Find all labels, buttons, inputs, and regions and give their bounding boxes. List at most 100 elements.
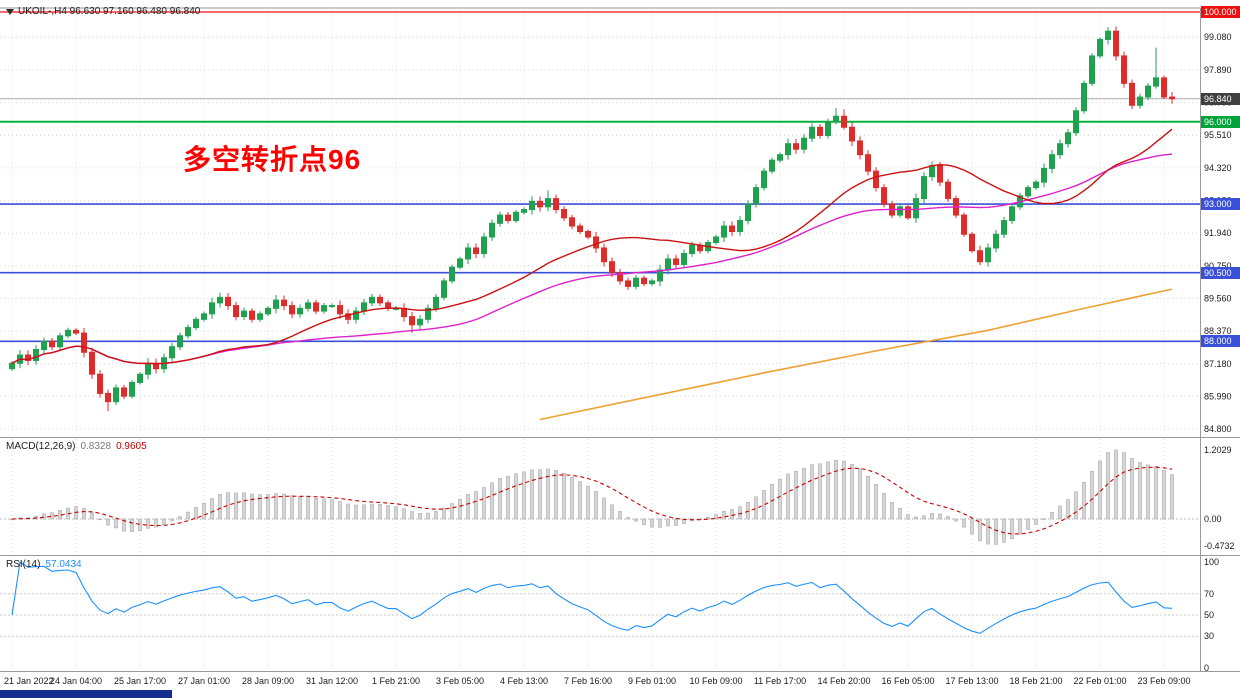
candle-body (665, 258, 671, 271)
candle-body (361, 302, 367, 312)
macd-histogram-bar (1138, 462, 1142, 520)
candle-body (521, 209, 527, 213)
candle-body (41, 340, 47, 351)
candle-body (865, 154, 871, 172)
macd-histogram-bar (242, 492, 246, 520)
macd-panel (0, 449, 1200, 545)
macd-histogram-bar (146, 518, 150, 529)
candle-body (417, 318, 423, 326)
macd-histogram-bar (362, 504, 366, 520)
macd-histogram-bar (810, 464, 814, 520)
candle-body (1113, 30, 1119, 57)
ma-fast-line (11, 128, 1173, 365)
candle-body (265, 307, 271, 315)
price-axis-label: 91.940 (1204, 228, 1232, 238)
macd-histogram-bar (578, 481, 582, 520)
candle-body (1137, 96, 1143, 106)
macd-histogram-bar (514, 473, 518, 520)
candle-body (873, 170, 879, 189)
x-axis-label: 21 Jan 2022 (4, 676, 54, 686)
candle-body (769, 159, 775, 172)
candle-body (641, 277, 647, 285)
macd-histogram-bar (890, 501, 894, 520)
candle-body (425, 307, 431, 320)
candle-body (473, 247, 479, 254)
candle-body (657, 269, 663, 282)
macd-histogram-bar (834, 459, 838, 520)
ma-long-line (539, 288, 1173, 421)
macd-histogram-bar (122, 518, 126, 532)
price-axis-label: 95.510 (1204, 130, 1232, 140)
price-badge-96.840: 96.840 (1201, 92, 1240, 105)
candle-body (137, 373, 143, 383)
price-axis-label: 85.990 (1204, 391, 1232, 401)
candle-body (345, 313, 351, 320)
candle-body (585, 231, 591, 238)
candle-body (105, 392, 111, 403)
macd-histogram-bar (1074, 491, 1078, 520)
candle-body (849, 126, 855, 142)
candle-body (377, 296, 383, 304)
macd-histogram-bar (154, 518, 158, 528)
macd-indicator-label: MACD(12,26,9) 0.8328 0.9605 (6, 441, 147, 452)
macd-histogram-bar (882, 493, 886, 520)
candle-body (25, 354, 31, 361)
candle-body (1073, 110, 1079, 134)
separators (0, 7, 1240, 672)
bottom-bar-fragment (0, 690, 172, 698)
candle-body (129, 381, 135, 397)
macd-histogram-bar (778, 478, 782, 520)
macd-histogram-bar (290, 495, 294, 520)
x-axis-label: 4 Feb 13:00 (499, 676, 549, 686)
candle-body (249, 310, 255, 320)
macd-histogram-bar (722, 511, 726, 520)
candle-body (465, 247, 471, 260)
candle-body (913, 198, 919, 219)
candle-body (713, 236, 719, 243)
candle-body (177, 335, 183, 348)
macd-histogram-bar (234, 492, 238, 520)
macd-histogram-bar (266, 494, 270, 520)
x-axis-label: 27 Jan 01:00 (177, 676, 231, 686)
candle-body (1025, 187, 1031, 197)
candle-body (937, 165, 943, 183)
macd-histogram-bar (842, 460, 846, 520)
price-badge-96.000: 96.000 (1201, 115, 1240, 128)
candle-body (729, 225, 735, 233)
macd-histogram-bar (194, 507, 198, 520)
candle-body (329, 305, 335, 308)
candle-body (1089, 55, 1095, 84)
macd-histogram-bar (466, 494, 470, 520)
candle-body (801, 137, 807, 150)
macd-histogram-bar (818, 463, 822, 520)
macd-histogram-bar (474, 491, 478, 520)
macd-histogram-bar (858, 469, 862, 520)
macd-histogram-bar (178, 516, 182, 520)
macd-histogram-bar (1090, 470, 1094, 520)
candle-body (441, 280, 447, 298)
candle-body (1009, 206, 1015, 222)
x-axis-label: 7 Feb 16:00 (563, 676, 613, 686)
candle-body (921, 176, 927, 200)
macd-histogram-bar (450, 503, 454, 520)
macd-histogram-bar (666, 518, 670, 527)
macd-main-value: 0.8328 (80, 441, 112, 452)
macd-histogram-bar (946, 516, 950, 520)
candle-body (745, 203, 751, 222)
macd-histogram-bar (98, 518, 102, 521)
x-axis-label: 28 Jan 09:00 (241, 676, 295, 686)
macd-histogram-bar (482, 487, 486, 520)
macd-histogram-bar (298, 496, 302, 520)
macd-histogram-bar (714, 514, 718, 520)
macd-histogram-bar (762, 490, 766, 520)
candle-body (193, 318, 199, 329)
macd-histogram-bar (306, 496, 310, 520)
macd-histogram-bar (970, 518, 974, 535)
candle-body (785, 143, 791, 156)
candle-body (201, 313, 207, 320)
macd-histogram-bar (730, 509, 734, 520)
candle-body (1129, 82, 1135, 106)
candle-body (57, 335, 63, 348)
candle-body (513, 211, 519, 222)
